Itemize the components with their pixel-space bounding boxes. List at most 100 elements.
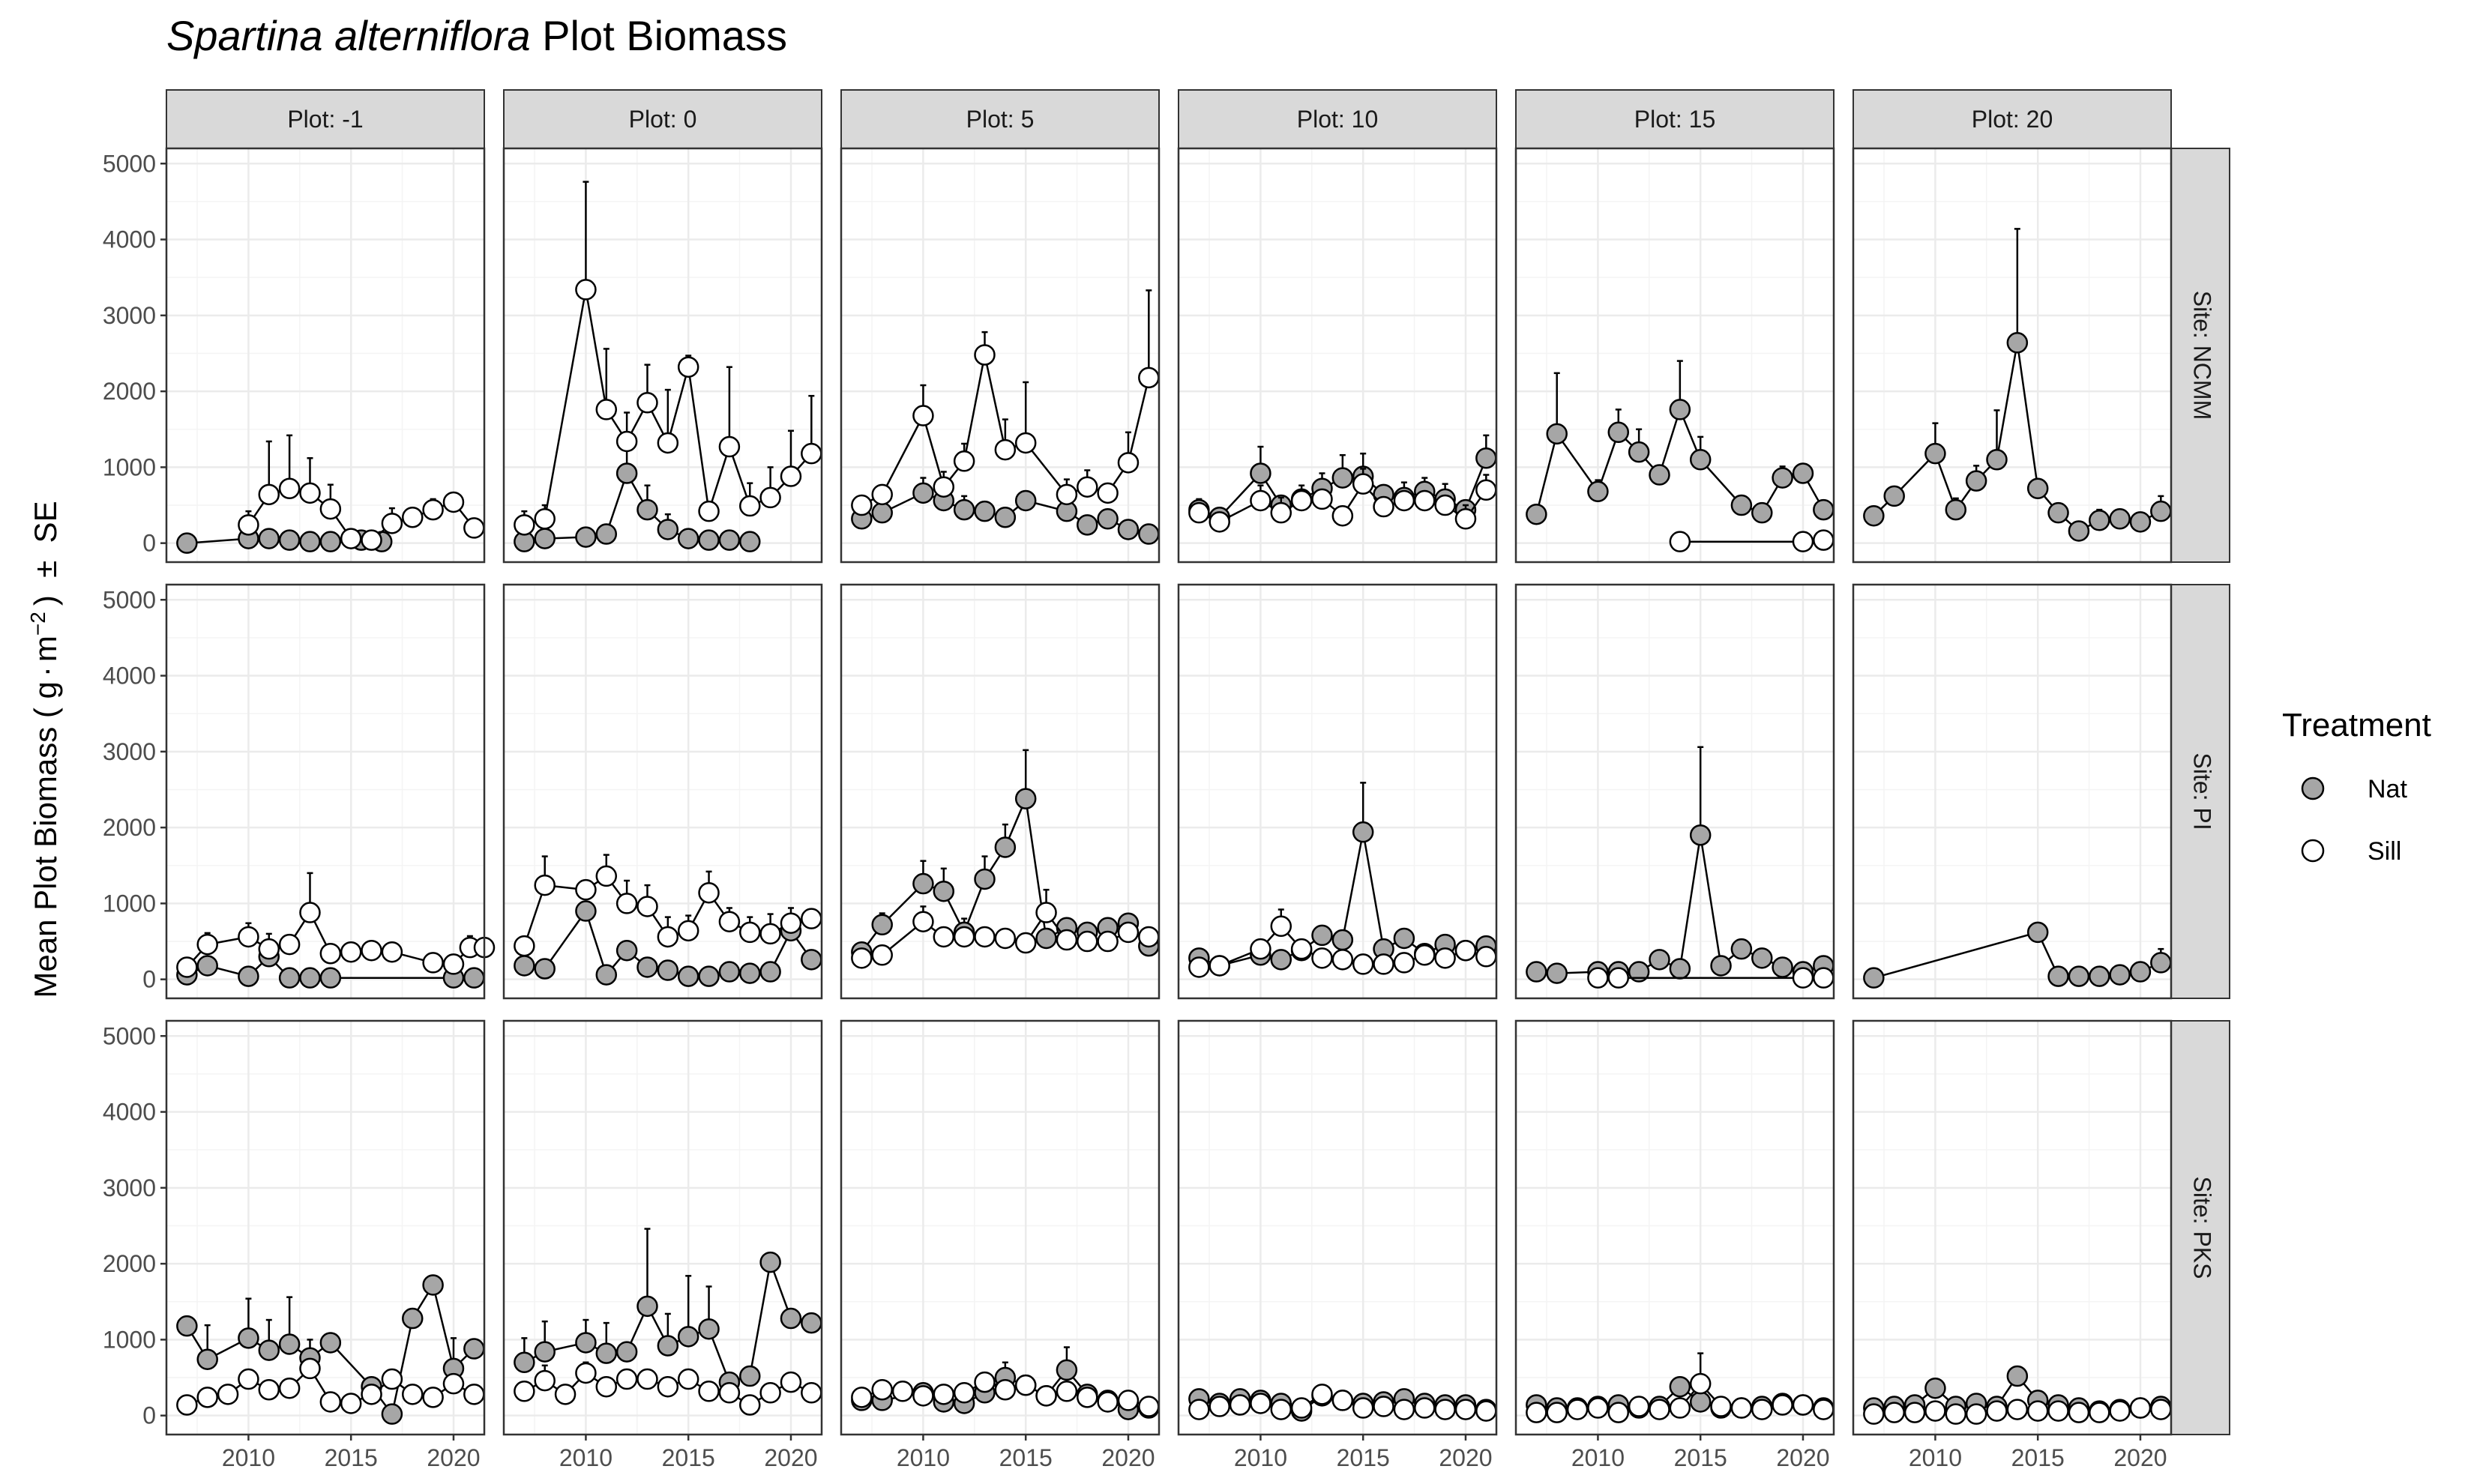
nat-point <box>953 498 975 521</box>
y-tick-label: 0 <box>142 1402 156 1429</box>
sill-point <box>361 939 382 962</box>
sill-point <box>636 392 658 414</box>
panel <box>1852 1019 2173 1436</box>
panel-border <box>1852 147 2173 564</box>
sill-point <box>1373 495 1394 518</box>
sill-point <box>2109 1400 2131 1422</box>
chart-title-rest: Plot Biomass <box>531 12 787 59</box>
sill-point <box>1290 1397 1313 1419</box>
sill-point <box>238 1368 259 1390</box>
sill-point <box>912 911 934 932</box>
sill-point <box>422 498 444 521</box>
sill-point <box>1138 367 1160 389</box>
panel-background <box>1853 585 2171 998</box>
sill-point <box>1056 483 1078 506</box>
sill-point <box>1414 1397 1436 1419</box>
nat-point <box>534 1341 556 1363</box>
panel-background <box>1179 585 1496 998</box>
x-tick-label: 2015 <box>999 1444 1053 1471</box>
nat-point <box>2150 500 2172 522</box>
legend-swatch-sill <box>2301 839 2325 863</box>
sill-point <box>1792 967 1814 989</box>
nat-point <box>1035 927 1057 950</box>
nat-point <box>278 1333 301 1355</box>
nat-point <box>759 1251 781 1273</box>
sill-point <box>1751 1399 1773 1420</box>
panel-background <box>1853 1021 2171 1435</box>
panel-border <box>1514 147 1835 564</box>
nat-point <box>657 1335 679 1357</box>
sill-point <box>912 1385 934 1407</box>
nat-point <box>258 528 280 549</box>
sill-point <box>1434 1399 1456 1420</box>
sill-point <box>759 923 781 945</box>
sill-point <box>1607 967 1630 989</box>
nat-point <box>1270 949 1292 971</box>
x-tick-label: 2010 <box>1909 1444 1962 1471</box>
panel-border <box>165 583 486 1000</box>
sill-point <box>1772 1394 1793 1416</box>
sill-point <box>1393 1399 1415 1420</box>
nat-point <box>739 531 761 552</box>
sill-point <box>1097 482 1119 504</box>
sill-point <box>1035 1385 1057 1407</box>
nat-point <box>1311 924 1333 947</box>
nat-point <box>595 523 618 545</box>
nat-point <box>534 528 556 549</box>
strip-label: Plot: -1 <box>287 106 363 133</box>
sill-point <box>196 933 218 956</box>
panel <box>502 147 823 564</box>
nat-point <box>1863 504 1885 527</box>
sill-point <box>851 1387 873 1408</box>
nat-point <box>759 961 781 983</box>
sill-point <box>1669 1397 1691 1419</box>
sill-point <box>891 1381 914 1402</box>
sill-point <box>1117 921 1140 944</box>
sill-point <box>1475 1400 1497 1422</box>
nat-point <box>238 1327 259 1349</box>
sill-point <box>340 1393 362 1414</box>
sill-point <box>1097 930 1119 953</box>
panel <box>1177 147 1498 564</box>
sill-point <box>1270 1399 1292 1420</box>
nat-point <box>871 501 893 524</box>
nat-point <box>698 1318 720 1340</box>
y-tick-label: 1000 <box>103 453 156 480</box>
y-tick-label: 4000 <box>103 663 156 690</box>
strip-3 <box>1178 89 1497 149</box>
sill-point <box>514 1381 535 1402</box>
sill-point <box>1393 952 1415 974</box>
panel-border <box>1852 583 2173 1000</box>
sill-point <box>1669 531 1691 552</box>
nat-point <box>258 1339 280 1361</box>
sill-point <box>616 1368 638 1390</box>
sill-point <box>176 956 198 978</box>
chart-title-italic: Spartina alterniflora <box>166 12 531 59</box>
nat-point <box>1117 519 1140 540</box>
sill-point <box>636 896 658 917</box>
sill-point <box>657 926 679 948</box>
sill-point <box>616 893 638 914</box>
sill-point <box>912 405 934 426</box>
y-tick-label: 2000 <box>103 1250 156 1277</box>
nat-point <box>2150 952 2172 974</box>
nat-point <box>514 955 535 977</box>
sill-point <box>698 500 720 522</box>
nat-point <box>1751 501 1773 524</box>
sill-point <box>1649 1399 1670 1420</box>
panel-background <box>504 1021 822 1435</box>
nat-point <box>1689 824 1712 846</box>
sill-point <box>1209 511 1230 533</box>
nat-point <box>1924 1377 1946 1399</box>
nat-point <box>994 506 1017 528</box>
nat-point <box>1813 498 1835 521</box>
nat-point <box>1331 467 1354 489</box>
sill-point <box>402 506 424 528</box>
sill-point <box>2129 1397 2152 1419</box>
sill-point <box>299 902 321 923</box>
site-strip-label: Site: PKS <box>2189 1177 2216 1279</box>
nat-point <box>871 914 893 936</box>
nat-point <box>2129 511 2152 533</box>
sill-point <box>361 1384 382 1405</box>
